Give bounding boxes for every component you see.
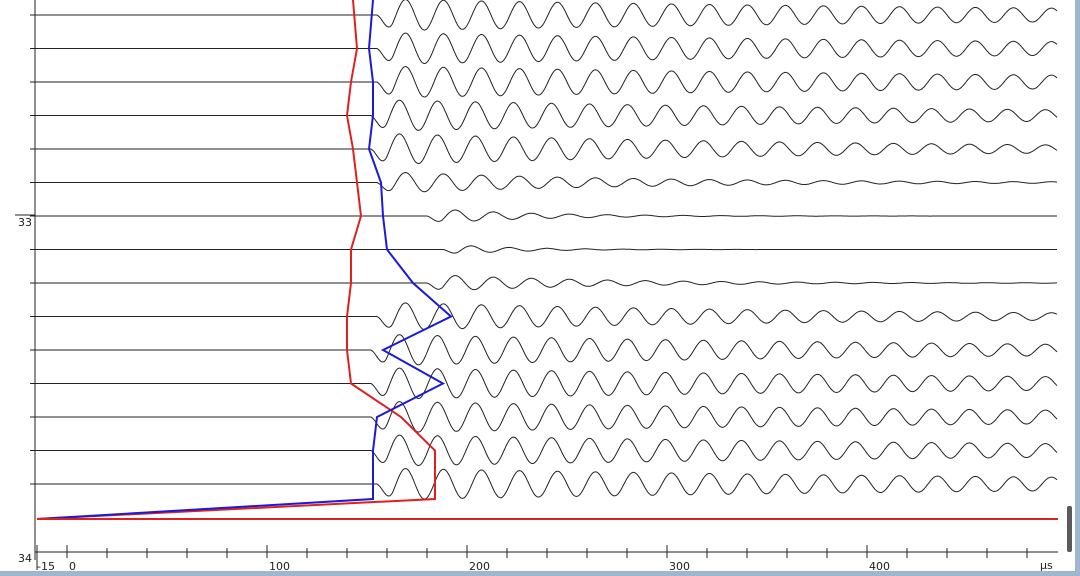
axes: 33 34 -15 0 100 200 300 400 μs — [15, 0, 1058, 573]
wave-trace — [35, 209, 1057, 222]
wave-traces — [35, 0, 1058, 500]
wave-trace — [35, 0, 1058, 31]
x-unit-label: μs — [1040, 559, 1053, 572]
scrollbar-thumb[interactable] — [1067, 506, 1072, 552]
wave-trace — [35, 245, 1057, 254]
wave-trace — [35, 434, 1058, 466]
wave-trace — [35, 32, 1058, 64]
pick-lines — [36, 0, 1058, 520]
x-tick-label: 200 — [469, 560, 490, 573]
x-tick-label: -15 — [37, 560, 55, 573]
window-bottom-edge — [0, 571, 1080, 576]
wave-trace — [35, 302, 1058, 331]
x-tick-label: 400 — [869, 560, 890, 573]
wave-trace — [35, 367, 1058, 399]
wave-trace — [35, 334, 1058, 366]
wave-trace — [35, 171, 1057, 193]
wave-trace — [35, 275, 1057, 291]
x-tick-label: 300 — [669, 560, 690, 573]
x-tick-label: 0 — [69, 560, 76, 573]
wave-trace — [35, 133, 1058, 164]
wave-trace — [35, 66, 1058, 98]
wave-trace — [35, 99, 1058, 131]
red-pick-line — [36, 0, 436, 520]
depth-label-33: 33 — [18, 216, 32, 229]
wave-trace — [35, 401, 1058, 433]
wave-trace — [35, 468, 1058, 500]
depth-label-34: 34 — [18, 552, 32, 565]
window-right-edge — [1075, 0, 1080, 576]
x-tick-label: 100 — [269, 560, 290, 573]
blue-pick-line — [36, 0, 453, 520]
